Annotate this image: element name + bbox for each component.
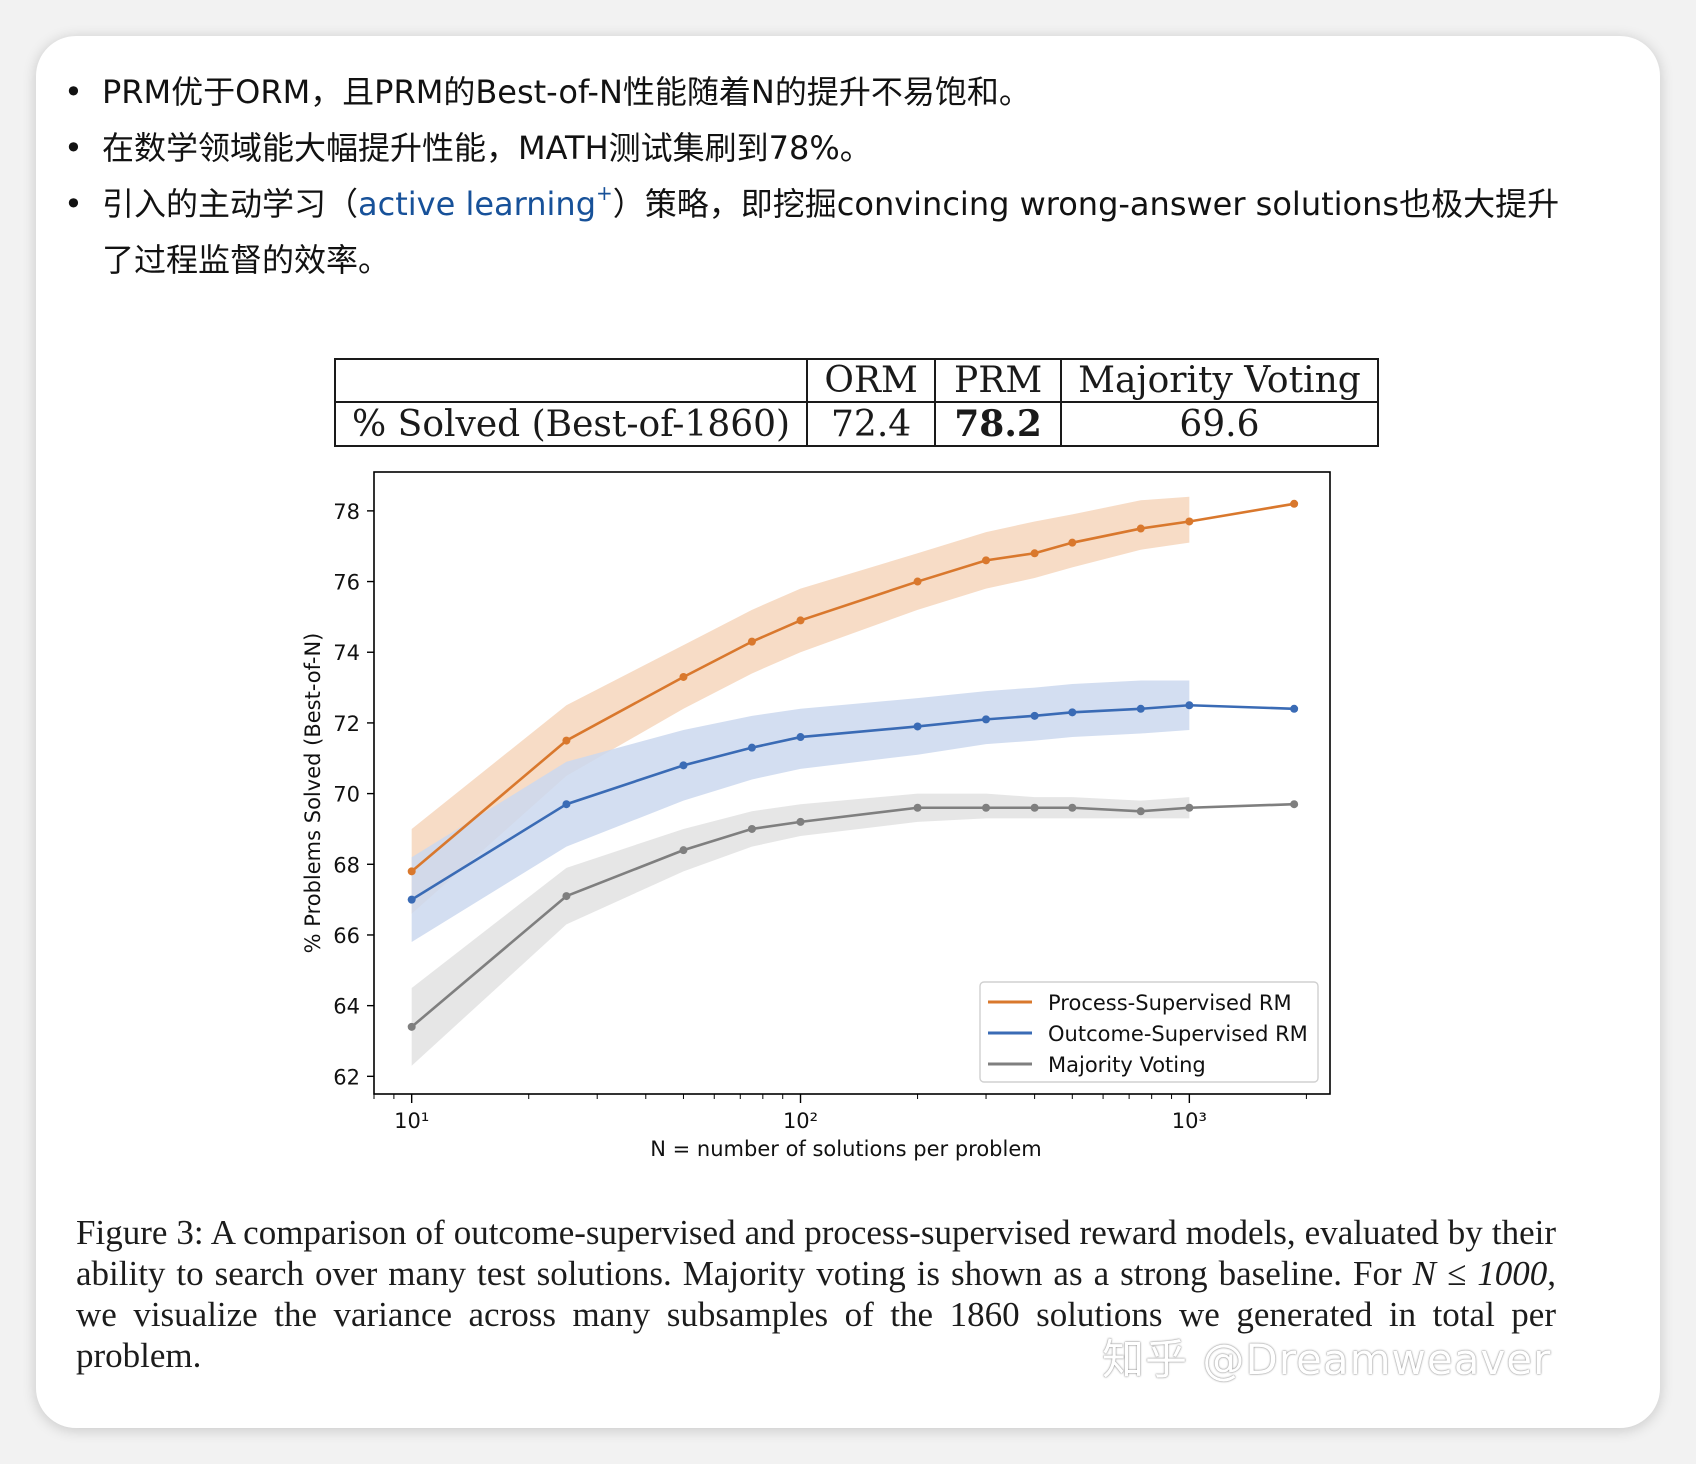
table-header-cell [333,358,809,403]
figure-caption: Figure 3: A comparison of outcome-superv… [76,1212,1556,1376]
table-header-row: ORM PRM Majority Voting [333,358,1379,403]
caption-prefix: Figure 3: A comparison of outcome-superv… [76,1213,1556,1293]
table-header-cell: ORM [806,358,937,403]
bullet-item: PRM优于ORM，且PRM的Best-of-N性能随着N的提升不易饱和。 [62,64,1582,120]
bullet-text: ）策略，即挖掘convincing wrong-answer solutions… [102,185,1560,279]
table-cell: 69.6 [1060,401,1379,447]
bullet-item: 引入的主动学习（active learning+）策略，即挖掘convincin… [62,176,1582,288]
table-cell: 72.4 [806,401,937,447]
table-header-cell: Majority Voting [1060,358,1379,403]
bullet-item: 在数学领域能大幅提升性能，MATH测试集刷到78%。 [62,120,1582,176]
table-row-label: % Solved (Best-of-1860) [333,401,809,447]
bullet-text: 在数学领域能大幅提升性能，MATH测试集刷到78%。 [102,129,872,167]
results-table: ORM PRM Majority Voting % Solved (Best-o… [333,358,1379,447]
link-text[interactable]: active learning [358,185,596,223]
bullet-text: 引入的主动学习（ [102,185,359,223]
bullet-text: PRM优于ORM，且PRM的Best-of-N性能随着N的提升不易饱和。 [102,73,1031,111]
active-learning-link[interactable]: active learning+ [358,181,613,223]
caption-suffix: , we visualize the variance across many … [76,1254,1556,1375]
table-row: % Solved (Best-of-1860) 72.4 78.2 69.6 [333,401,1379,447]
bullet-list: PRM优于ORM，且PRM的Best-of-N性能随着N的提升不易饱和。 在数学… [62,64,1582,288]
link-plus-icon[interactable]: + [596,181,613,205]
caption-math: N ≤ 1000 [1412,1254,1548,1293]
watermark: 知乎 @Dreamweaver [1102,1335,1552,1384]
table-cell: 78.2 [934,401,1063,447]
table-header-cell: PRM [934,358,1063,403]
